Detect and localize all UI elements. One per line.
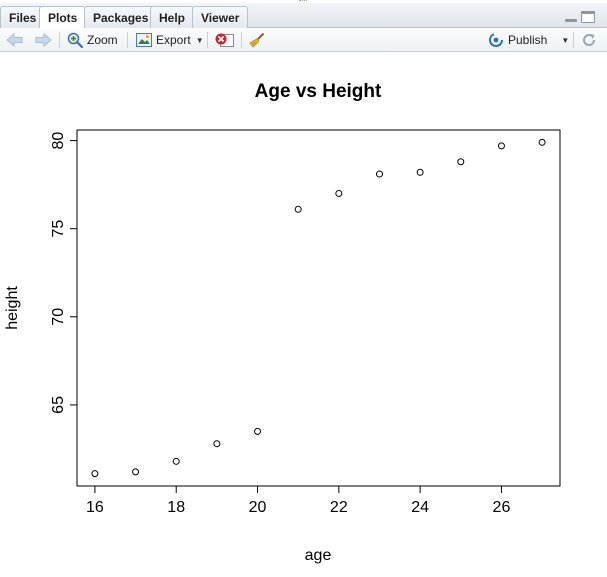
data-point (294, 205, 302, 213)
data-point (497, 142, 505, 150)
data-point (375, 170, 383, 178)
publish-icon (489, 33, 503, 47)
publish-button[interactable]: Publish ▼ (488, 31, 569, 49)
data-point (254, 427, 262, 435)
x-tick-label: 16 (86, 499, 104, 516)
chart-title: Age vs Height (255, 81, 382, 102)
y-tick-label: 70 (50, 308, 67, 326)
x-tick-label: 26 (493, 499, 511, 516)
pane-tab-bar: Files Plots Packages Help Viewer (0, 3, 607, 29)
minimize-pane-icon[interactable] (564, 11, 578, 23)
x-tick-label: 18 (167, 499, 185, 516)
tab-plots[interactable]: Plots (39, 6, 87, 29)
arrow-left-icon (6, 33, 23, 47)
maximize-pane-icon[interactable] (581, 11, 595, 23)
plot-frame (76, 129, 561, 487)
x-tick-label: 20 (249, 499, 267, 516)
plot-viewer: Age vs Height 16 18 20 22 24 26 65 70 75 80 age … (0, 52, 607, 572)
toolbar-separator (573, 32, 574, 48)
tab-files[interactable]: Files (0, 6, 46, 28)
zoom-label: Zoom (87, 33, 118, 47)
data-point (132, 468, 140, 476)
x-tick-label: 22 (330, 499, 348, 516)
data-point (416, 168, 424, 176)
remove-plot-button[interactable] (215, 31, 235, 49)
zoom-button[interactable]: Zoom (67, 31, 118, 49)
toolbar-separator (207, 32, 208, 48)
clear-plots-button[interactable] (249, 31, 265, 49)
x-axis-label: age (305, 547, 332, 564)
y-axis: 65 70 75 80 (50, 132, 77, 414)
publish-label: Publish (508, 33, 548, 47)
toolbar-separator (127, 32, 128, 48)
y-axis-label: height (4, 286, 21, 330)
plots-toolbar: Zoom Export ▼ Publish (0, 28, 607, 52)
y-tick-label: 75 (50, 220, 67, 238)
y-tick-label: 65 (50, 396, 67, 414)
arrow-right-icon (35, 33, 52, 47)
refresh-button[interactable] (581, 31, 597, 49)
magnifier-plus-icon (67, 32, 83, 48)
export-image-icon (136, 33, 152, 47)
data-point (172, 457, 180, 465)
remove-plot-icon (215, 33, 234, 47)
data-point (457, 158, 465, 166)
pane-resize-grip[interactable] (299, 0, 307, 4)
data-point (213, 440, 221, 448)
tab-packages[interactable]: Packages (84, 6, 158, 28)
y-tick-label: 80 (50, 132, 67, 150)
data-points (91, 138, 546, 478)
back-button[interactable] (6, 31, 24, 49)
chevron-down-icon: ▼ (561, 35, 570, 45)
refresh-icon (583, 33, 596, 46)
data-point (538, 138, 546, 146)
x-tick-label: 24 (411, 499, 429, 516)
x-axis: 16 18 20 22 24 26 (86, 486, 510, 516)
data-point (335, 189, 343, 197)
toolbar-separator (59, 32, 60, 48)
data-point (91, 470, 99, 478)
export-label: Export (156, 33, 191, 47)
tab-help[interactable]: Help (150, 6, 195, 28)
tab-viewer[interactable]: Viewer (192, 6, 249, 28)
chevron-down-icon: ▼ (195, 35, 204, 45)
forward-button[interactable] (34, 31, 52, 49)
export-button[interactable]: Export ▼ (136, 31, 204, 49)
broom-icon (249, 32, 265, 48)
toolbar-separator (241, 32, 242, 48)
